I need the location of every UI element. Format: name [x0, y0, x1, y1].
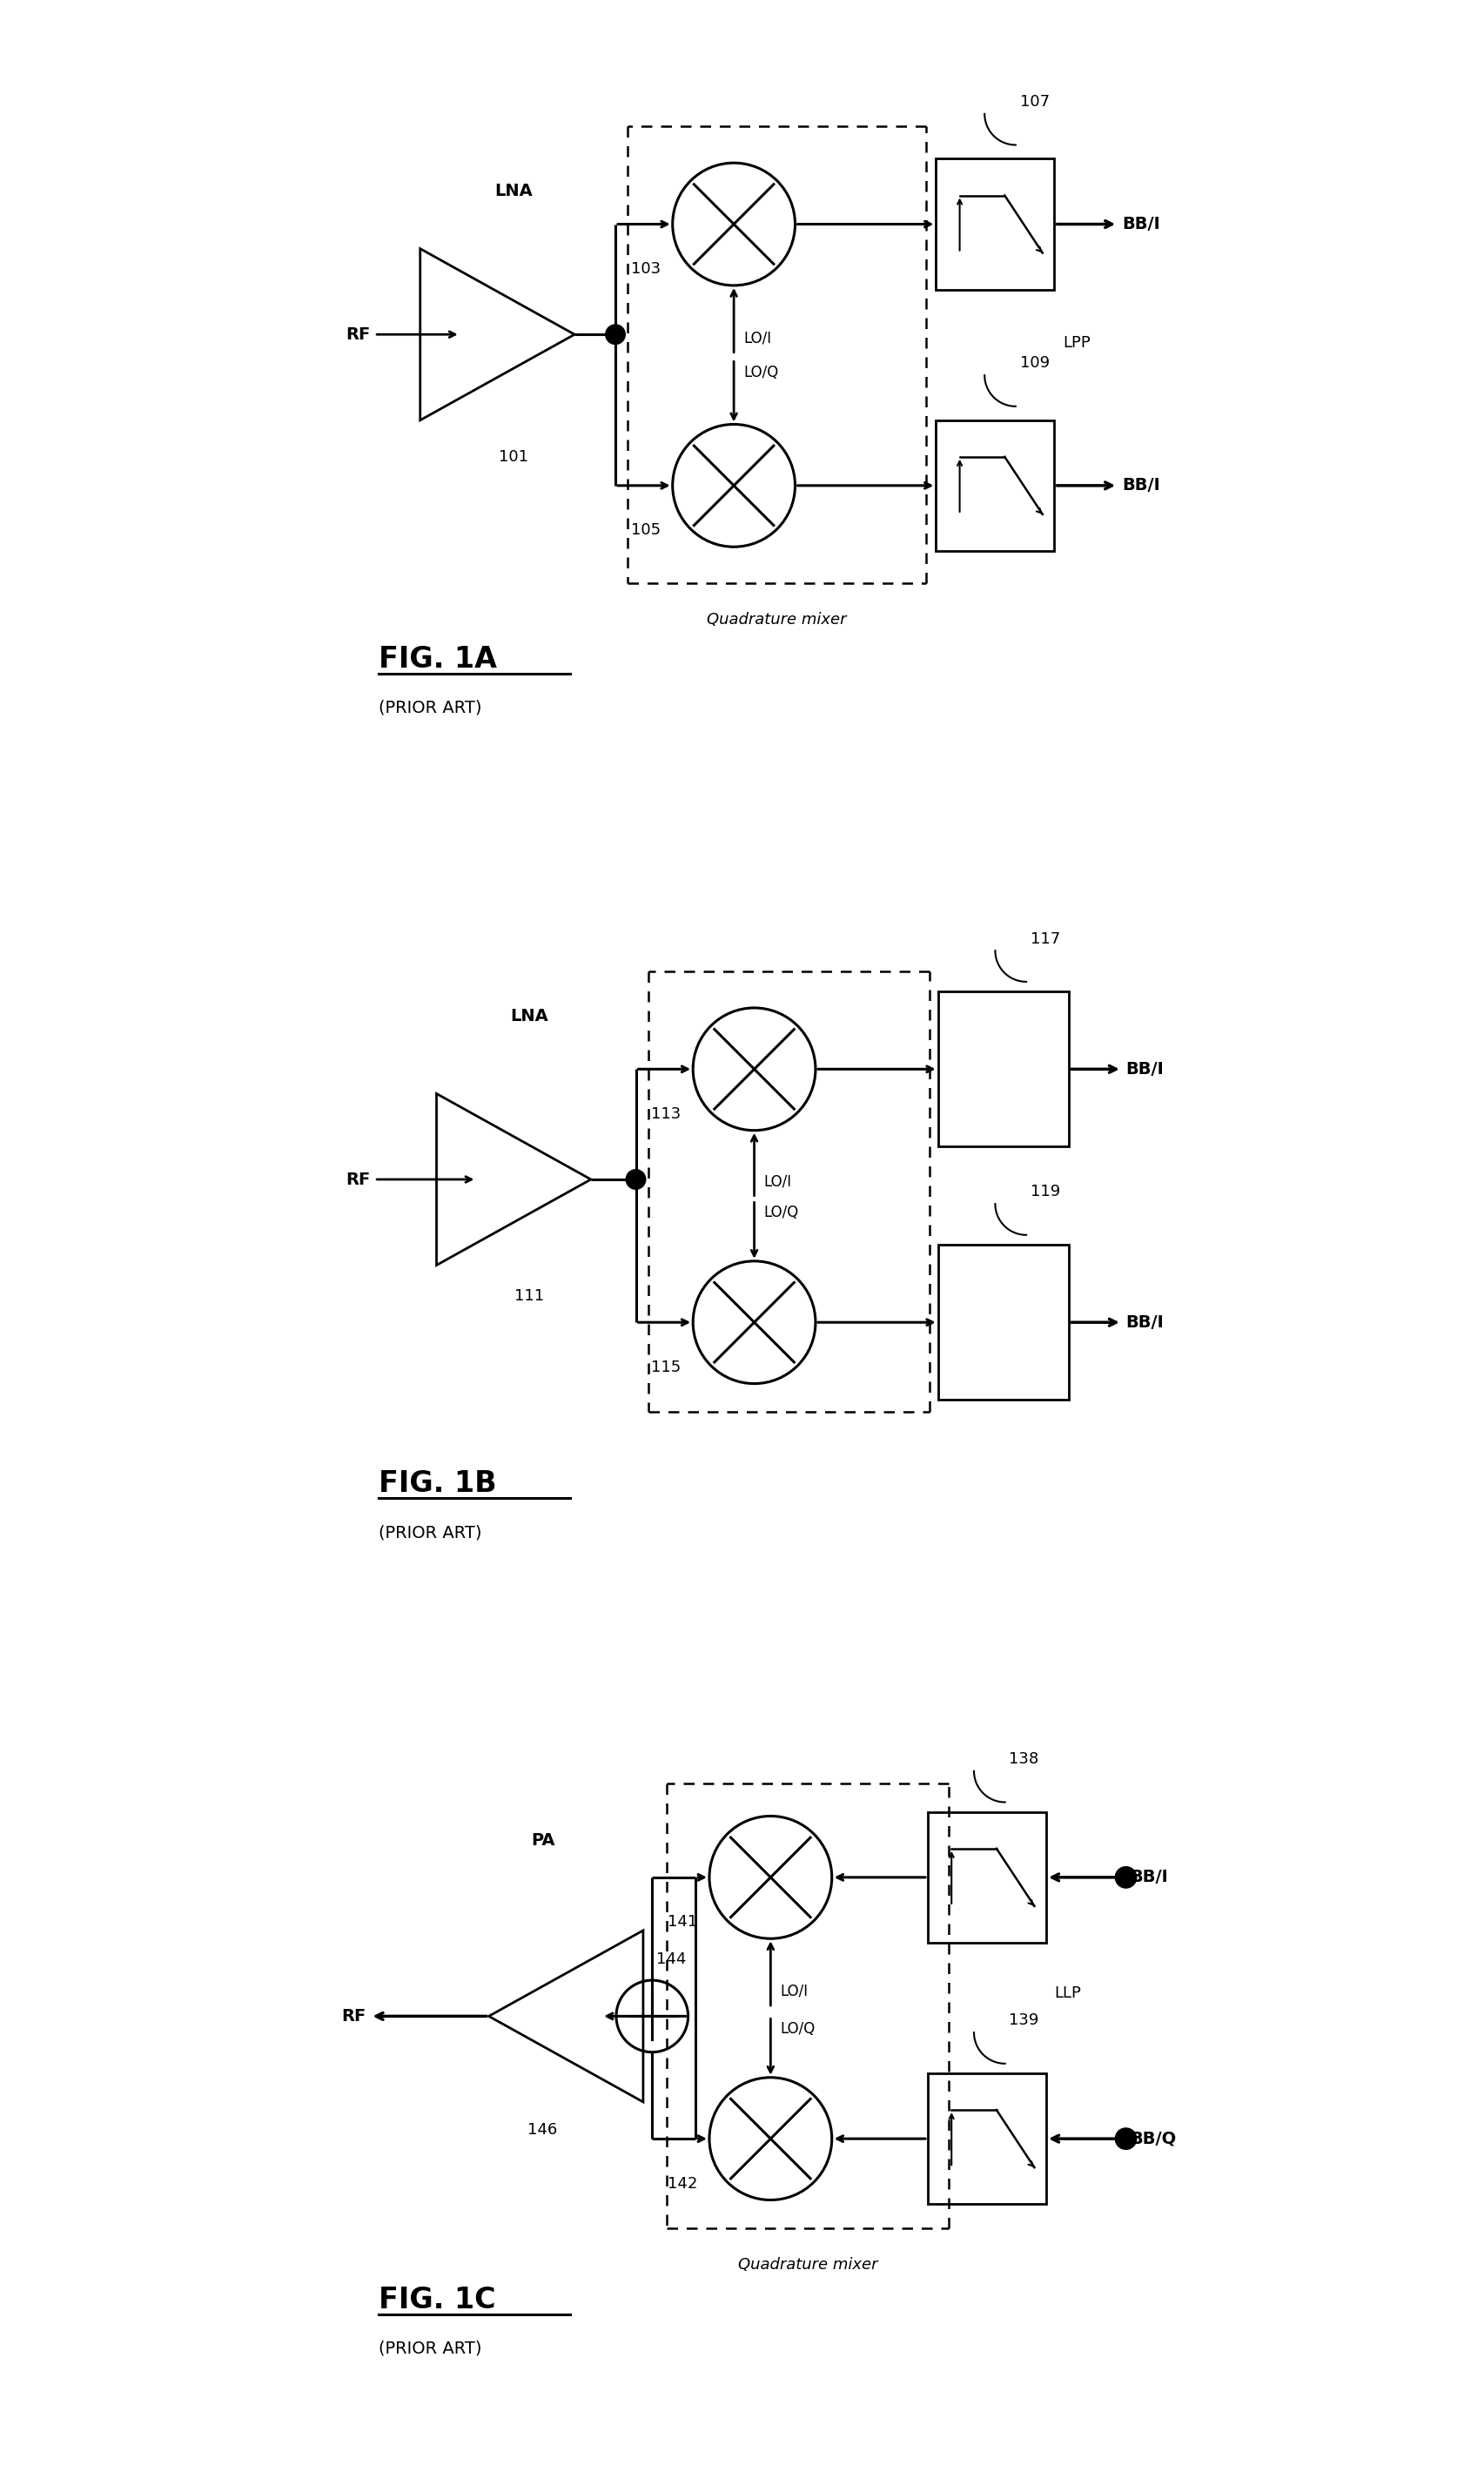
Text: 101: 101	[499, 449, 528, 463]
Text: 142: 142	[668, 2177, 697, 2191]
Text: LO/I: LO/I	[743, 330, 772, 345]
Text: LO/Q: LO/Q	[764, 1205, 798, 1220]
Text: 141: 141	[668, 1915, 697, 1930]
Text: RF: RF	[346, 325, 371, 343]
Text: LNA: LNA	[510, 1008, 549, 1025]
Text: 105: 105	[631, 523, 660, 537]
Bar	[938, 991, 1068, 1146]
Text: LO/I: LO/I	[764, 1173, 792, 1188]
Bar	[936, 419, 1055, 550]
Circle shape	[605, 325, 625, 345]
Text: (PRIOR ART): (PRIOR ART)	[378, 1523, 482, 1541]
Text: LLP: LLP	[1055, 1984, 1082, 2002]
Text: FIG. 1B: FIG. 1B	[378, 1469, 497, 1499]
Bar	[928, 1812, 1046, 1942]
Text: FIG. 1C: FIG. 1C	[378, 2285, 496, 2315]
Text: Quadrature mixer: Quadrature mixer	[738, 2258, 877, 2273]
Text: LPP: LPP	[1063, 335, 1091, 350]
Text: 138: 138	[1009, 1753, 1039, 1767]
Text: 119: 119	[1030, 1183, 1060, 1200]
Text: 144: 144	[656, 1952, 686, 1967]
Text: 117: 117	[1030, 932, 1060, 947]
Text: RF: RF	[346, 1171, 371, 1188]
Text: BB/I: BB/I	[1126, 1060, 1163, 1077]
Text: BB/I: BB/I	[1122, 217, 1160, 232]
Text: BB/I: BB/I	[1129, 1868, 1168, 1886]
Text: 115: 115	[651, 1358, 681, 1375]
Bar	[936, 158, 1055, 288]
Circle shape	[626, 1168, 646, 1188]
Circle shape	[1116, 2127, 1137, 2149]
Bar	[928, 2073, 1046, 2204]
Text: BB/I: BB/I	[1126, 1314, 1163, 1331]
Text: 109: 109	[1020, 355, 1049, 372]
Text: (PRIOR ART): (PRIOR ART)	[378, 2339, 482, 2357]
Text: LO/Q: LO/Q	[781, 2021, 815, 2036]
Text: (PRIOR ART): (PRIOR ART)	[378, 700, 482, 717]
Text: PA: PA	[531, 1831, 555, 1849]
Text: LO/I: LO/I	[781, 1984, 809, 1999]
Circle shape	[1116, 1866, 1137, 1888]
Text: BB/Q: BB/Q	[1129, 2130, 1177, 2147]
Text: 146: 146	[528, 2122, 558, 2137]
Text: FIG. 1A: FIG. 1A	[378, 646, 497, 673]
Bar	[938, 1245, 1068, 1400]
Text: 111: 111	[515, 1289, 545, 1304]
Text: 103: 103	[631, 261, 660, 276]
Text: LNA: LNA	[494, 182, 533, 200]
Text: BB/I: BB/I	[1122, 478, 1160, 493]
Text: 139: 139	[1009, 2014, 1039, 2029]
Text: RF: RF	[341, 2009, 367, 2024]
Text: 107: 107	[1020, 94, 1049, 111]
Text: LO/Q: LO/Q	[743, 365, 779, 380]
Text: 113: 113	[651, 1107, 681, 1122]
Text: Quadrature mixer: Quadrature mixer	[706, 611, 846, 629]
